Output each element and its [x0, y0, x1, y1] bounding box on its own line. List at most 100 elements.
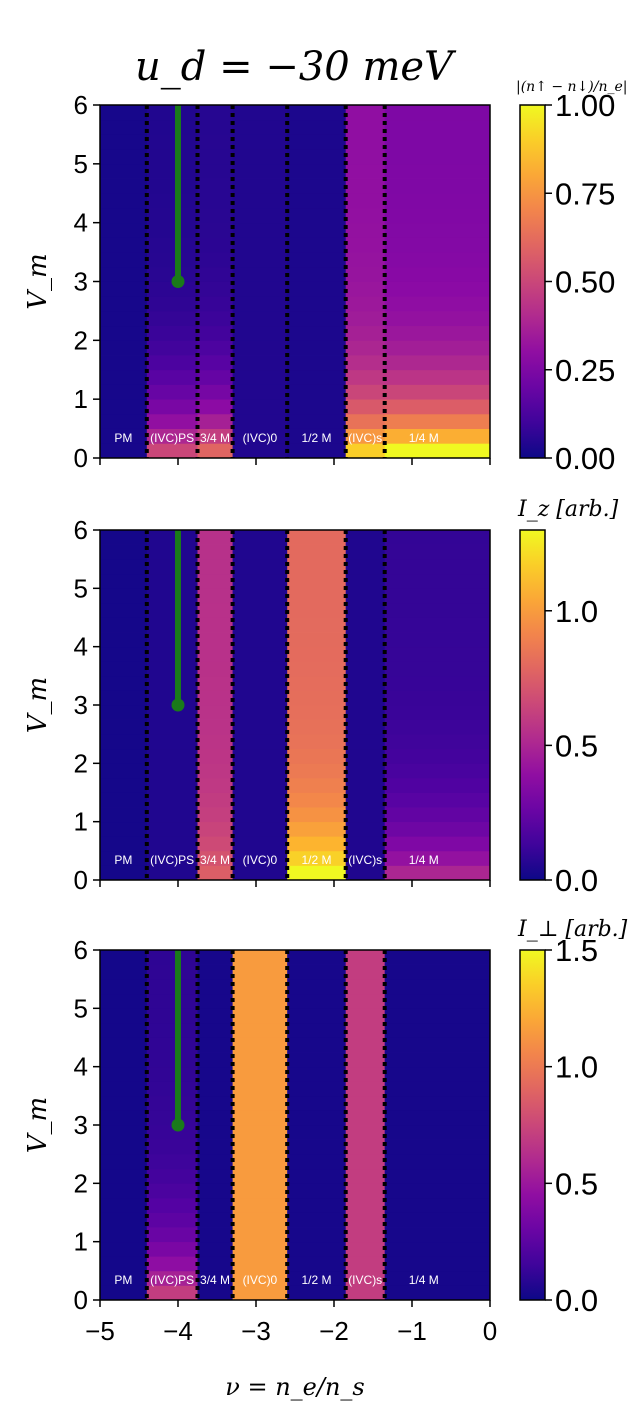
heatmap-cell-1-5-1	[345, 850, 386, 866]
heatmap-cell-0-4-3	[287, 399, 347, 415]
phase-label-2-0: PM	[114, 1273, 132, 1287]
heatmap-cell-0-6-9	[384, 310, 491, 327]
phase-label-1-4: 1/2 M	[301, 853, 331, 867]
heatmap-cell-2-5-11	[345, 1125, 386, 1140]
heatmap-cell-2-1-14	[146, 1081, 198, 1097]
heatmap-cell-1-2-6	[197, 777, 233, 793]
heatmap-cell-1-2-11	[197, 705, 233, 720]
heatmap-cell-1-0-13	[100, 675, 148, 691]
heatmap-cell-2-3-22	[232, 964, 288, 980]
phase-label-0-3: (IVC)0	[243, 431, 278, 445]
heatmap-cell-1-3-17	[232, 617, 288, 633]
heatmap-cell-0-0-5	[100, 369, 148, 385]
heatmap-cell-0-0-12	[100, 266, 148, 282]
heatmap-cell-2-1-2	[146, 1256, 198, 1272]
heatmap-cell-1-0-22	[100, 544, 148, 560]
heatmap-cell-2-5-19	[345, 1008, 386, 1024]
phase-label-1-3: (IVC)0	[243, 853, 278, 867]
heatmap-cell-1-4-3	[287, 821, 347, 837]
heatmap-cell-1-0-0	[100, 865, 148, 881]
heatmap-cell-0-1-14	[146, 237, 198, 253]
heatmap-cell-1-0-15	[100, 646, 148, 662]
heatmap-cell-1-4-9	[287, 734, 347, 750]
heatmap-cell-2-6-6	[384, 1197, 491, 1213]
heatmap-cell-0-4-5	[287, 369, 347, 385]
heatmap-cell-2-3-10	[232, 1139, 288, 1155]
heatmap-cell-1-1-3	[146, 821, 198, 837]
y-tick-label-1-4: 4	[74, 632, 88, 662]
heatmap-cell-1-6-15	[384, 646, 491, 662]
heatmap-cell-1-3-3	[232, 821, 288, 837]
heatmap-cell-0-5-20	[345, 149, 386, 165]
heatmap-cell-1-5-22	[345, 544, 386, 560]
heatmap-cell-1-3-19	[232, 588, 288, 604]
heatmap-cell-0-4-16	[287, 207, 347, 224]
heatmap-cell-1-6-5	[384, 792, 491, 808]
heatmap-cell-0-5-16	[345, 207, 386, 224]
phase-label-0-1: (IVC)PS	[150, 431, 194, 445]
heatmap-cell-2-2-17	[197, 1037, 233, 1053]
heatmap-cell-2-6-2	[384, 1256, 491, 1272]
heatmap-cell-1-2-10	[197, 719, 233, 735]
heatmap-cell-0-5-3	[345, 399, 386, 415]
heatmap-cell-0-1-4	[146, 384, 198, 400]
heatmap-cell-2-1-15	[146, 1066, 198, 1082]
heatmap-cell-0-5-13	[345, 252, 386, 268]
heatmap-cell-0-3-1	[232, 428, 288, 444]
heatmap-cell-2-1-6	[146, 1197, 198, 1213]
x-tick-label-5: 0	[483, 1316, 497, 1346]
heatmap-cell-2-6-21	[384, 979, 491, 995]
heatmap-cell-2-6-18	[384, 1022, 491, 1038]
heatmap-cell-1-1-4	[146, 807, 198, 823]
heatmap-cell-2-4-3	[287, 1241, 347, 1257]
heatmap-cell-1-5-0	[345, 865, 386, 881]
heatmap-cell-1-3-6	[232, 777, 288, 793]
phase-label-0-4: 1/2 M	[301, 431, 331, 445]
heatmap-cell-1-3-14	[232, 661, 288, 677]
heatmap-cell-1-3-12	[232, 690, 288, 706]
heatmap-cell-0-4-19	[287, 163, 347, 179]
heatmap-cell-2-3-12	[232, 1110, 288, 1126]
heatmap-cell-1-3-1	[232, 850, 288, 866]
y-tick-label-1-5: 5	[74, 573, 88, 603]
heatmap-cell-0-3-8	[232, 325, 288, 341]
heatmap-cell-1-4-0	[287, 865, 347, 881]
heatmap-cell-1-6-17	[384, 617, 491, 633]
heatmap-cell-2-0-1	[100, 1270, 148, 1286]
heatmap-cell-1-0-6	[100, 777, 148, 793]
heatmap-cell-0-3-13	[232, 252, 288, 268]
heatmap-cell-0-3-0	[232, 443, 288, 459]
marker-point-2	[171, 1118, 185, 1132]
heatmap-cell-1-4-5	[287, 792, 347, 808]
heatmap-cell-0-3-15	[232, 222, 288, 238]
heatmap-cell-1-2-2	[197, 836, 233, 852]
heatmap-cell-0-5-0	[345, 443, 386, 459]
heatmap-cell-0-0-2	[100, 413, 148, 429]
heatmap-cell-0-3-2	[232, 413, 288, 429]
heatmap-cell-0-1-3	[146, 399, 198, 415]
heatmap-cell-0-3-9	[232, 310, 288, 327]
heatmap-cell-0-6-3	[384, 399, 491, 415]
x-tick-label-2: −3	[241, 1316, 271, 1346]
heatmap-cell-2-2-7	[197, 1183, 233, 1199]
heatmap-cell-0-0-23	[100, 105, 148, 121]
heatmap-cell-1-1-15	[146, 646, 198, 662]
colorbar-0	[519, 104, 546, 459]
heatmap-cell-0-5-7	[345, 340, 386, 356]
heatmap-cell-1-5-20	[345, 573, 386, 589]
colorbar-tick-label-2-1: 0.5	[555, 1166, 598, 1201]
heatmap-cell-1-4-7	[287, 763, 347, 779]
y-tick-label-2-1: 1	[74, 1227, 88, 1257]
heatmap-cell-0-5-1	[345, 428, 386, 444]
heatmap-cell-0-0-1	[100, 428, 148, 444]
heatmap-cell-2-2-2	[197, 1256, 233, 1272]
heatmap-cell-1-5-15	[345, 646, 386, 662]
heatmap-cell-2-6-12	[384, 1110, 491, 1126]
heatmap-cell-1-0-17	[100, 617, 148, 633]
heatmap-cell-2-4-15	[287, 1066, 347, 1082]
colorbar-2	[519, 949, 546, 1301]
heatmap-cell-2-1-21	[146, 979, 198, 995]
heatmap-cell-0-1-1	[146, 428, 198, 444]
heatmap-cell-0-4-14	[287, 237, 347, 253]
heatmap-cell-1-2-0	[197, 865, 233, 881]
